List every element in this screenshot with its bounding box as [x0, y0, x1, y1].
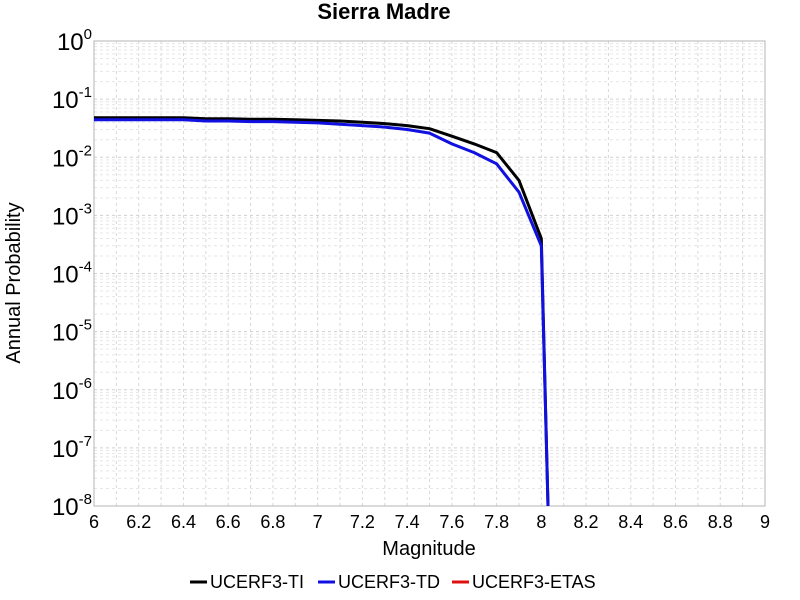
- y-tick-exponent: -6: [79, 375, 92, 392]
- y-tick-base: 10: [52, 203, 79, 230]
- y-tick-label: 10-4: [52, 259, 92, 289]
- y-tick-base: 10: [52, 378, 79, 405]
- x-tick-label: 6.6: [216, 512, 241, 532]
- chart-title: Sierra Madre: [317, 0, 450, 24]
- y-tick-exponent: -2: [79, 142, 92, 159]
- y-tick-base: 10: [57, 29, 84, 56]
- legend-label: UCERF3-ETAS: [472, 572, 596, 592]
- x-tick-label: 8: [536, 512, 546, 532]
- y-tick-base: 10: [52, 87, 79, 114]
- series-line-ucerf3-ti: [94, 116, 550, 507]
- y-tick-base: 10: [52, 262, 79, 289]
- y-tick-base: 10: [52, 320, 79, 347]
- y-tick-base: 10: [52, 494, 79, 521]
- y-tick-exponent: -7: [79, 433, 92, 450]
- x-tick-label: 8.2: [574, 512, 599, 532]
- x-tick-label: 8.8: [708, 512, 733, 532]
- y-tick-exponent: -8: [79, 491, 92, 508]
- y-tick-exponent: -3: [79, 200, 92, 217]
- y-tick-label: 10-5: [52, 317, 92, 347]
- x-tick-label: 8.6: [663, 512, 688, 532]
- y-tick-label: 10-2: [52, 142, 92, 172]
- y-tick-base: 10: [52, 145, 79, 172]
- y-tick-exponent: -5: [79, 317, 92, 334]
- y-tick-label: 10-3: [52, 200, 92, 230]
- x-axis-ticks: 6 6.2 6.4 6.6 6.8 7 7.2 7.4 7.6 7.8 8 8.2 8.4 8.6 8.8 9: [89, 512, 770, 532]
- y-axis-label: Annual Probability: [3, 202, 25, 363]
- x-tick-label: 6.4: [171, 512, 196, 532]
- x-tick-label: 7.4: [395, 512, 420, 532]
- series-lines: [94, 116, 550, 507]
- x-tick-label: 8.4: [618, 512, 643, 532]
- legend-label: UCERF3-TI: [210, 572, 304, 592]
- x-tick-label: 6.8: [260, 512, 285, 532]
- x-tick-label: 7.6: [439, 512, 464, 532]
- grid: [93, 41, 766, 507]
- legend: UCERF3-TI UCERF3-TD UCERF3-ETAS: [190, 572, 596, 592]
- x-tick-label: 9: [760, 512, 770, 532]
- x-axis-label: Magnitude: [382, 538, 475, 560]
- legend-label: UCERF3-TD: [338, 572, 440, 592]
- x-tick-label: 7.2: [350, 512, 375, 532]
- y-tick-label: 100: [57, 26, 92, 56]
- plot-area: [93, 40, 766, 507]
- y-tick-exponent: 0: [84, 26, 92, 43]
- x-tick-label: 7: [313, 512, 323, 532]
- x-tick-label: 6: [89, 512, 99, 532]
- y-tick-label: 10-7: [52, 433, 92, 463]
- x-tick-label: 7.8: [484, 512, 509, 532]
- y-tick-exponent: -4: [79, 259, 92, 276]
- x-tick-label: 6.2: [126, 512, 151, 532]
- y-tick-exponent: -1: [79, 84, 92, 101]
- y-tick-label: 10-8: [52, 491, 92, 521]
- y-tick-label: 10-1: [52, 84, 92, 114]
- y-tick-label: 10-6: [52, 375, 92, 405]
- series-line-ucerf3-td: [94, 118, 550, 507]
- y-tick-base: 10: [52, 436, 79, 463]
